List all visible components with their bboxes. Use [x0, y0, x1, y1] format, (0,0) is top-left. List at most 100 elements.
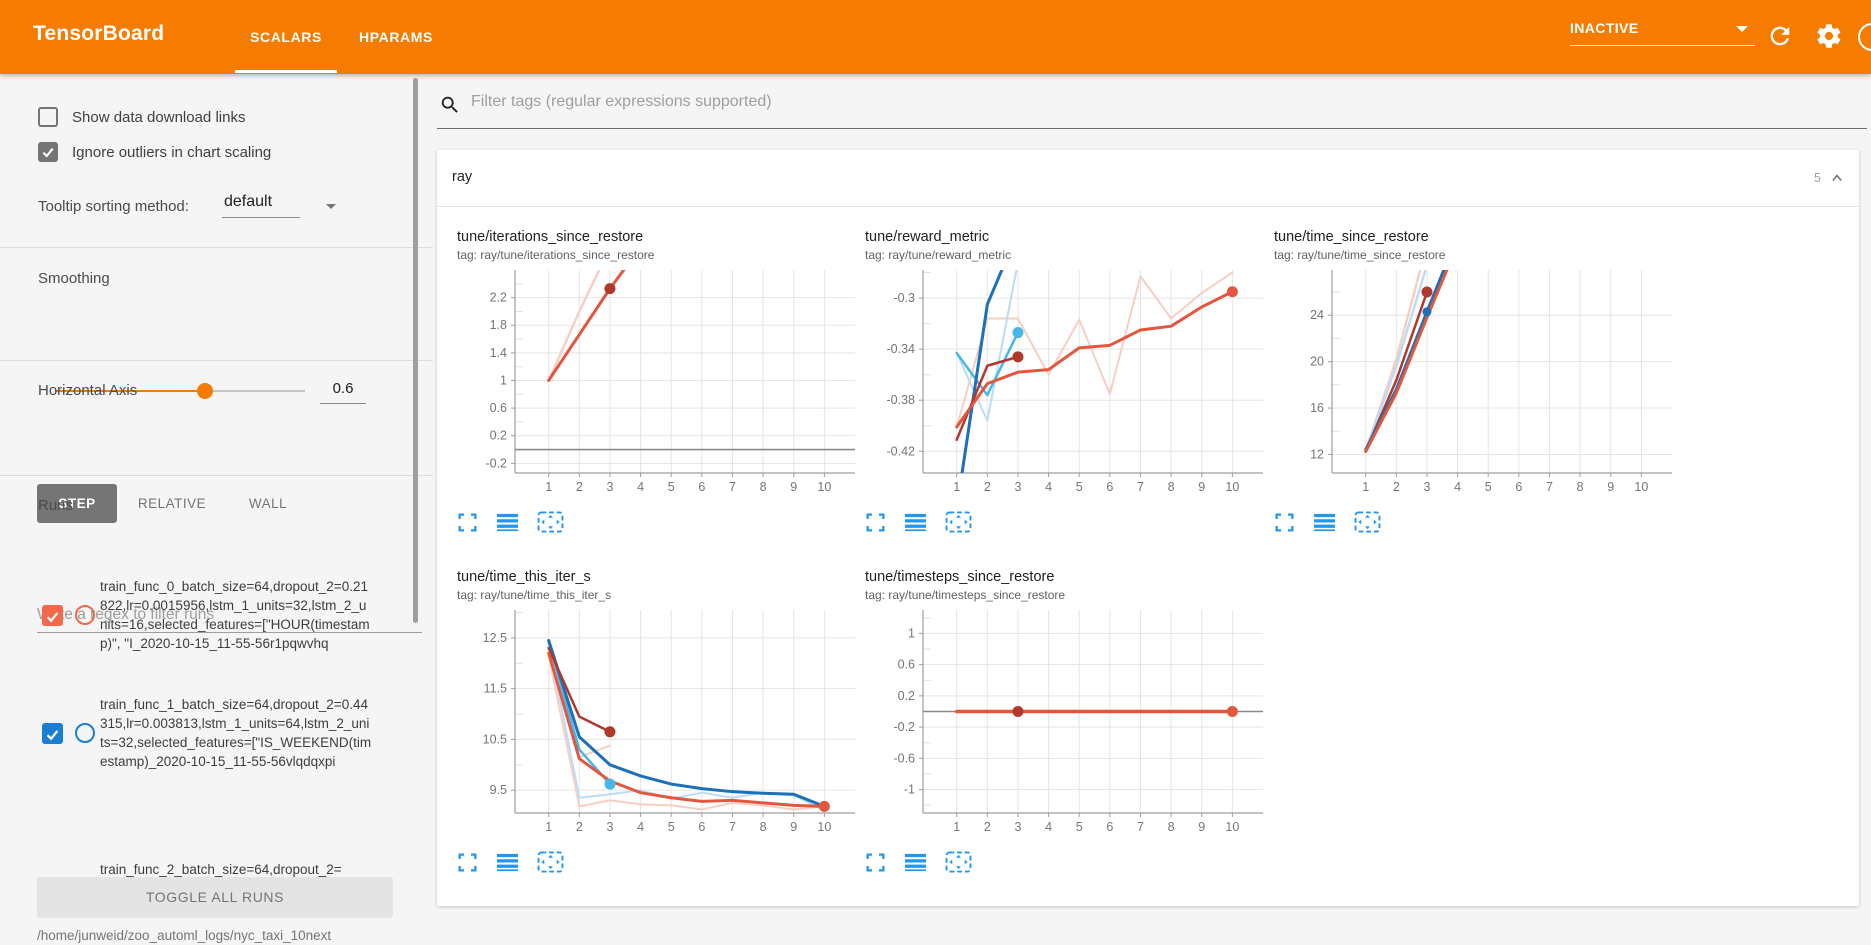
full-width-icon[interactable]: [1312, 512, 1337, 533]
chart-card-reward-metric: tune/reward_metric tag: ray/tune/reward_…: [865, 228, 1269, 550]
svg-text:3: 3: [1014, 480, 1021, 494]
run-radio[interactable]: [75, 723, 95, 743]
svg-text:-0.3: -0.3: [893, 291, 915, 305]
svg-text:1.4: 1.4: [490, 346, 507, 360]
fit-domain-icon[interactable]: [537, 851, 564, 873]
fit-domain-icon[interactable]: [945, 851, 972, 873]
run-checkbox[interactable]: [42, 604, 63, 626]
help-icon[interactable]: [1858, 23, 1871, 51]
gear-icon[interactable]: [1815, 22, 1843, 50]
chart-card-time-this-iter: tune/time_this_iter_s tag: ray/tune/time…: [457, 568, 861, 890]
run-radio[interactable]: [75, 605, 95, 625]
slider-thumb[interactable]: [197, 383, 213, 399]
chart-tag: tag: ray/tune/reward_metric: [865, 248, 1012, 262]
axis-relative-button[interactable]: RELATIVE: [137, 496, 207, 511]
fit-domain-icon[interactable]: [1354, 511, 1381, 533]
smoothing-value[interactable]: 0.6: [320, 380, 366, 404]
expand-chart-icon[interactable]: [457, 852, 478, 873]
svg-text:12: 12: [1310, 447, 1324, 461]
svg-text:1: 1: [953, 480, 960, 494]
chart-title: tune/reward_metric: [865, 229, 990, 245]
svg-text:0.2: 0.2: [898, 689, 915, 703]
svg-text:1: 1: [500, 373, 507, 387]
expand-chart-icon[interactable]: [1274, 512, 1295, 533]
ignore-outliers-row[interactable]: Ignore outliers in chart scaling: [38, 140, 271, 164]
svg-text:-0.42: -0.42: [887, 444, 916, 458]
chart-tag: tag: ray/tune/time_since_restore: [1274, 248, 1446, 262]
chart-tag: tag: ray/tune/iterations_since_restore: [457, 248, 655, 262]
svg-text:9: 9: [1198, 820, 1205, 834]
chart-plot[interactable]: 1 2 3 4 5 6 7 8 9 10 24 20 16 12: [1274, 267, 1676, 505]
chevron-down-icon[interactable]: [326, 204, 336, 209]
chart-plot[interactable]: 1 2 3 4 5 6 7 8 9 10 2.2 1.8 1.4 1 0.6 0.2 -0.2: [457, 267, 859, 505]
svg-text:6: 6: [1515, 480, 1522, 494]
svg-text:24: 24: [1310, 308, 1324, 322]
svg-text:8: 8: [760, 820, 767, 834]
chart-plot[interactable]: 1 2 3 4 5 6 7 8 9 10 12.5 11.5 10.5 9.5: [457, 607, 859, 845]
horizontal-axis-label: Horizontal Axis: [38, 382, 138, 399]
svg-text:6: 6: [1106, 480, 1113, 494]
active-tab-underline: [235, 70, 337, 73]
svg-text:5: 5: [1076, 820, 1083, 834]
checkbox-checked[interactable]: [38, 142, 58, 162]
fit-domain-icon[interactable]: [945, 511, 972, 533]
axis-wall-button[interactable]: WALL: [248, 496, 288, 511]
full-width-icon[interactable]: [903, 512, 928, 533]
svg-text:3: 3: [606, 480, 613, 494]
svg-text:8: 8: [1168, 480, 1175, 494]
chart-actions: [865, 511, 1269, 533]
smoothing-label: Smoothing: [38, 270, 110, 287]
expand-chart-icon[interactable]: [865, 852, 886, 873]
run-row[interactable]: train_func_0_batch_size=64,dropout_2=0.2…: [0, 577, 433, 653]
divider: [0, 475, 433, 476]
expand-chart-icon[interactable]: [457, 512, 478, 533]
expand-chart-icon[interactable]: [865, 512, 886, 533]
run-checkbox[interactable]: [42, 722, 63, 744]
chart-tag: tag: ray/tune/timesteps_since_restore: [865, 588, 1066, 602]
svg-text:11.5: 11.5: [484, 682, 507, 696]
refresh-icon[interactable]: [1766, 22, 1794, 50]
svg-text:2: 2: [984, 820, 991, 834]
app-title: TensorBoard: [33, 22, 165, 45]
svg-text:7: 7: [729, 480, 736, 494]
chart-card-timesteps-since-restore: tune/timesteps_since_restore tag: ray/tu…: [865, 568, 1269, 890]
full-width-icon[interactable]: [495, 512, 520, 533]
svg-text:8: 8: [1577, 480, 1584, 494]
runs-filter-input[interactable]: [37, 602, 422, 633]
sidebar-scrollbar[interactable]: [413, 78, 418, 623]
chart-plot[interactable]: 1 2 3 4 5 6 7 8 9 10 -0.3 -0.34 -0.38 -0.42: [865, 267, 1267, 505]
smoothing-slider[interactable]: [55, 383, 305, 399]
svg-text:7: 7: [1137, 480, 1144, 494]
fit-domain-icon[interactable]: [537, 511, 564, 533]
full-width-icon[interactable]: [903, 852, 928, 873]
svg-text:2.2: 2.2: [490, 291, 507, 305]
svg-text:7: 7: [729, 820, 736, 834]
svg-text:9.5: 9.5: [490, 783, 507, 797]
run-row[interactable]: train_func_1_batch_size=64,dropout_2=0.4…: [0, 695, 433, 771]
tooltip-sorting-dropdown[interactable]: default: [222, 193, 301, 218]
run-name: train_func_1_batch_size=64,dropout_2=0.4…: [100, 697, 372, 769]
chart-plot[interactable]: 1 2 3 4 5 6 7 8 9 10 1 0.6 0.2 -0.2 -0.6 -1: [865, 607, 1267, 845]
log-directory-path: /home/junweid/zoo_automl_logs/nyc_taxi_1…: [37, 928, 332, 943]
svg-text:0.6: 0.6: [898, 658, 915, 672]
svg-text:10.5: 10.5: [483, 732, 507, 746]
tab-scalars[interactable]: SCALARS: [250, 29, 322, 45]
main-content: ray 5 tune/iterations_since_restore tag:…: [433, 74, 1871, 906]
show-data-download-links-row[interactable]: Show data download links: [38, 105, 245, 129]
tag-group-header[interactable]: ray 5: [437, 150, 1859, 207]
tab-hparams[interactable]: HPARAMS: [359, 29, 433, 45]
svg-text:9: 9: [1198, 480, 1205, 494]
checkbox-unchecked[interactable]: [38, 107, 58, 127]
chart-tag: tag: ray/tune/time_this_iter_s: [457, 588, 612, 602]
svg-text:5: 5: [1076, 480, 1083, 494]
full-width-icon[interactable]: [495, 852, 520, 873]
run-status-dropdown[interactable]: INACTIVE: [1570, 20, 1755, 46]
svg-text:6: 6: [698, 820, 705, 834]
chevron-up-icon[interactable]: [1827, 168, 1847, 188]
svg-text:1: 1: [545, 820, 552, 834]
chevron-down-icon[interactable]: [1736, 26, 1748, 32]
tag-filter-input[interactable]: [469, 92, 1373, 112]
svg-text:10: 10: [817, 480, 831, 494]
axis-step-button[interactable]: STEP: [37, 484, 117, 523]
toggle-all-runs-button[interactable]: TOGGLE ALL RUNS: [37, 877, 393, 918]
